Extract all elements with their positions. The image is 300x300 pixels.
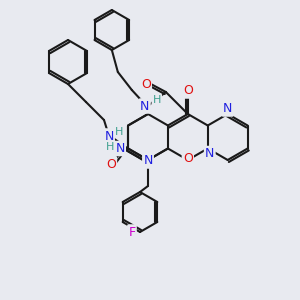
- Text: N: N: [140, 100, 149, 112]
- Text: H: H: [106, 142, 114, 152]
- Text: O: O: [141, 77, 151, 91]
- Text: H: H: [153, 95, 161, 105]
- Text: N: N: [205, 147, 214, 160]
- Text: F: F: [128, 226, 136, 238]
- Text: O: O: [106, 158, 116, 170]
- Text: O: O: [183, 85, 193, 98]
- Text: N: N: [116, 142, 125, 155]
- Text: H: H: [115, 127, 123, 137]
- Text: N: N: [104, 130, 114, 142]
- Text: N: N: [223, 103, 232, 116]
- Text: O: O: [183, 152, 193, 164]
- Text: N: N: [143, 154, 153, 167]
